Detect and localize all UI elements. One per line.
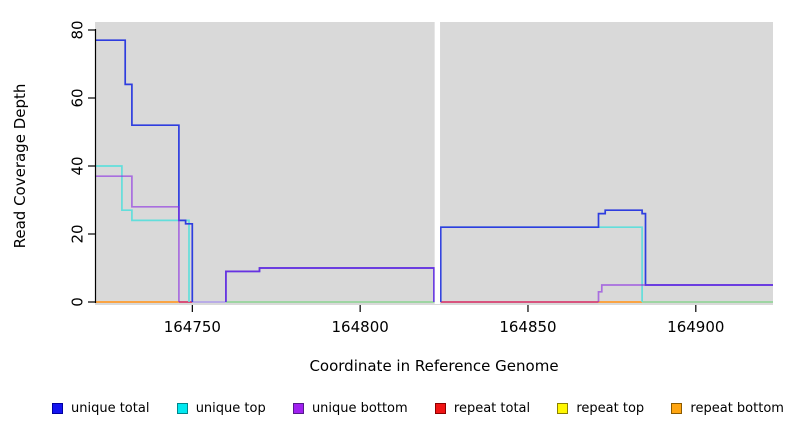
y-tick-label: 20 [69,224,87,243]
x-tick-label: 164850 [499,318,556,336]
y-axis-title: Read Coverage Depth [11,83,29,249]
y-tick-label: 80 [69,20,87,39]
repeat-bottom-swatch-icon [671,402,683,414]
unique-bottom-swatch-icon [292,402,304,414]
legend-label: repeat top [576,400,645,416]
repeat-top-swatch-icon [557,402,569,414]
legend-item-unique-bottom: unique bottom [292,400,408,416]
legend-item-repeat-bottom: repeat bottom [671,401,784,416]
legend: unique total unique top unique bottom re… [52,398,784,418]
legend-label: unique top [195,400,266,416]
x-tick-label: 164900 [667,318,724,336]
y-tick-label: 40 [69,156,87,175]
unique-total-swatch-icon [52,402,63,414]
y-tick-label: 60 [69,88,87,107]
legend-label: unique bottom [311,400,408,416]
x-tick-label: 164750 [164,318,221,336]
x-tick-label: 164800 [332,318,389,336]
legend-item-unique-top: unique top [176,400,266,416]
legend-item-unique-total: unique total [52,401,149,416]
repeat-total-swatch-icon [434,402,446,414]
plot-area [95,22,773,305]
legend-label: unique total [71,400,150,416]
series-line-unique-bottom [597,284,773,302]
legend-label: repeat total [453,400,531,416]
unique-top-swatch-icon [176,402,188,414]
series-line-unique-bottom [225,267,435,302]
coverage-gap [434,21,441,304]
x-axis-title: Coordinate in Reference Genome [309,357,559,375]
legend-item-repeat-top: repeat top [557,401,644,416]
y-tick-label: 0 [69,297,87,307]
series-line-unique-bottom [95,175,180,302]
legend-label: repeat bottom [690,400,784,416]
series-line-unique-top [95,165,190,302]
series-line-unique-total [439,209,773,302]
legend-item-repeat-total: repeat total [434,400,531,416]
series-line-unique-total [95,39,194,302]
